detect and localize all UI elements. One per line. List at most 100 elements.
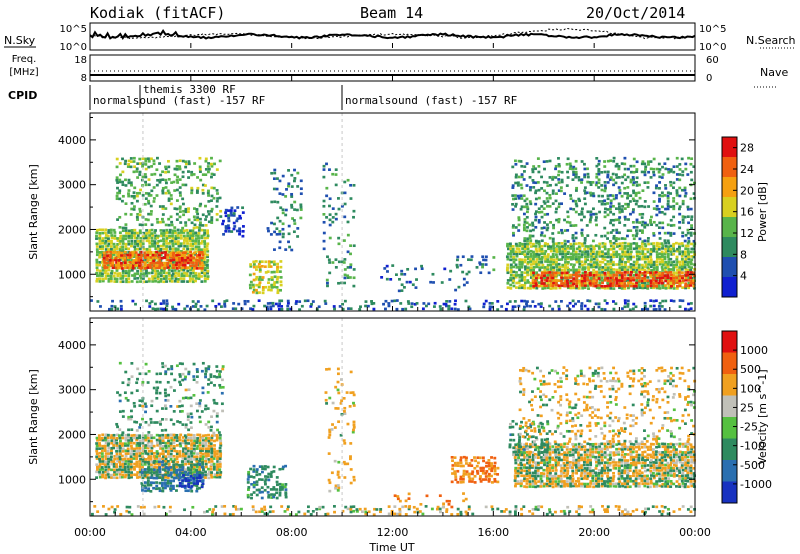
range-gate-cell — [127, 181, 131, 185]
range-gate-cell — [95, 263, 99, 267]
range-gate-cell — [100, 449, 104, 453]
range-gate-cell — [158, 434, 162, 437]
range-gate-cell — [278, 299, 282, 303]
range-gate-cell — [675, 279, 679, 282]
range-gate-cell — [209, 457, 213, 461]
range-gate-cell — [663, 308, 667, 311]
range-gate-cell — [655, 274, 659, 278]
range-gate-cell — [190, 454, 194, 458]
range-gate-cell — [337, 236, 341, 240]
range-gate-cell — [198, 399, 202, 402]
range-gate-cell — [623, 265, 627, 269]
range-gate-cell — [156, 236, 160, 240]
range-gate-cell — [221, 409, 225, 413]
range-gate-cell — [643, 255, 647, 259]
range-gate-cell — [194, 305, 198, 308]
range-gate-cell — [119, 439, 122, 443]
range-gate-cell — [201, 480, 204, 483]
range-gate-cell — [666, 223, 670, 227]
range-gate-cell — [101, 455, 104, 458]
range-gate-cell — [592, 212, 596, 216]
range-gate-cell — [620, 181, 624, 185]
range-gate-cell — [669, 231, 673, 235]
range-gate-cell — [572, 173, 576, 176]
range-gate-cell — [270, 221, 274, 225]
range-gate-cell — [584, 257, 588, 261]
range-gate-cell — [614, 164, 618, 168]
range-gate-cell — [508, 300, 512, 303]
range-gate-cell — [112, 228, 116, 232]
range-gate-cell — [198, 476, 202, 480]
range-gate-cell — [212, 457, 216, 460]
range-gate-cell — [166, 466, 170, 470]
range-gate-cell — [235, 219, 239, 223]
range-gate-cell — [101, 261, 105, 264]
range-gate-cell — [672, 276, 675, 280]
range-gate-cell — [175, 465, 179, 469]
range-gate-cell — [137, 256, 141, 260]
range-gate-cell — [540, 282, 544, 285]
range-gate-cell — [635, 258, 639, 261]
range-gate-cell — [597, 247, 601, 250]
range-gate-cell — [543, 167, 546, 171]
station-title: Kodiak (fitACF) — [90, 4, 225, 22]
range-gate-cell — [158, 476, 162, 479]
range-gate-cell — [144, 410, 147, 414]
range-gate-cell — [572, 249, 575, 253]
range-gate-cell — [204, 457, 208, 460]
range-gate-cell — [620, 274, 624, 277]
range-gate-cell — [646, 281, 650, 284]
range-gate-cell — [98, 236, 101, 240]
range-gate-cell — [629, 278, 632, 282]
range-gate-cell — [684, 276, 688, 280]
range-gate-cell — [230, 230, 234, 233]
range-gate-cell — [583, 197, 587, 200]
range-gate-cell — [583, 268, 587, 271]
range-gate-cell — [551, 189, 555, 193]
range-gate-cell — [586, 307, 590, 311]
range-gate-cell — [204, 168, 208, 171]
range-gate-cell — [633, 270, 636, 274]
range-gate-cell — [112, 274, 116, 278]
range-gate-cell — [220, 378, 224, 382]
range-gate-cell — [462, 283, 466, 287]
range-gate-cell — [609, 244, 613, 248]
range-gate-cell — [618, 276, 622, 279]
range-gate-cell — [557, 163, 561, 166]
range-gate-cell — [667, 286, 671, 290]
range-gate-cell — [198, 217, 202, 221]
range-gate-cell — [140, 482, 144, 485]
range-gate-cell — [352, 183, 356, 187]
range-gate-cell — [216, 460, 220, 463]
range-gate-cell — [511, 245, 515, 248]
range-gate-cell — [678, 263, 682, 266]
range-gate-cell — [595, 276, 599, 279]
range-gate-cell — [163, 262, 167, 265]
range-gate-cell — [644, 263, 648, 267]
range-gate-cell — [106, 444, 110, 447]
range-gate-cell — [161, 433, 165, 437]
range-gate-cell — [580, 307, 584, 311]
range-gate-cell — [159, 447, 163, 450]
range-gate-cell — [569, 194, 573, 197]
range-gate-cell — [164, 459, 168, 463]
range-gate-cell — [560, 202, 563, 206]
range-gate-cell — [273, 248, 276, 251]
range-gate-cell — [199, 242, 203, 245]
range-gate-cell — [137, 259, 141, 262]
range-gate-cell — [138, 404, 142, 407]
range-gate-cell — [198, 204, 202, 208]
range-gate-cell — [129, 157, 133, 160]
range-gate-cell — [98, 228, 102, 232]
range-gate-cell — [115, 261, 119, 264]
range-gate-cell — [130, 375, 134, 378]
range-gate-cell — [549, 276, 553, 280]
range-gate-cell — [543, 278, 547, 282]
range-gate-cell — [190, 415, 194, 419]
range-gate-cell — [552, 258, 556, 262]
range-gate-cell — [453, 302, 457, 306]
range-gate-cell — [141, 242, 145, 246]
range-gate-cell — [546, 271, 550, 275]
range-gate-cell — [180, 274, 184, 278]
range-gate-cell — [626, 250, 630, 254]
